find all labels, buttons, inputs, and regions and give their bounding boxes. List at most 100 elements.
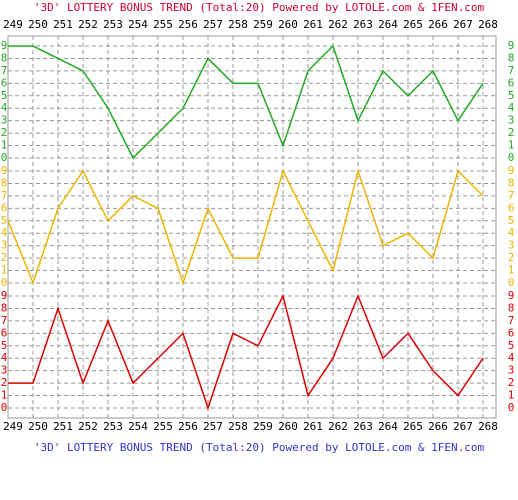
x-tick-label: 250 [28,420,48,433]
y-tick-label: 4 [508,351,515,364]
y-tick-label: 8 [1,301,8,314]
x-tick-label: 258 [228,420,248,433]
y-tick-label: 4 [508,226,515,239]
x-tick-label: 262 [328,18,348,31]
y-tick-label: 3 [1,114,8,127]
x-tick-label: 252 [78,420,98,433]
x-tick-label: 259 [253,420,273,433]
x-tick-label: 267 [453,18,473,31]
x-tick-label: 261 [303,18,323,31]
y-tick-label: 0 [508,276,515,289]
y-tick-label: 7 [1,189,8,202]
y-tick-label: 6 [508,326,515,339]
x-tick-label: 257 [203,420,223,433]
y-tick-label: 4 [508,101,515,114]
x-tick-label: 262 [328,420,348,433]
x-tick-label: 259 [253,18,273,31]
x-tick-label: 266 [428,18,448,31]
y-tick-label: 9 [508,164,515,177]
series-line [8,44,484,160]
y-tick-label: 0 [1,151,8,164]
x-tick-label: 258 [228,18,248,31]
y-tick-label: 9 [1,39,8,52]
x-tick-label: 255 [153,18,173,31]
y-tick-label: 2 [508,126,515,139]
y-tick-label: 8 [1,51,8,64]
y-tick-label: 5 [508,339,515,352]
x-tick-label: 268 [478,420,498,433]
chart-footer: '3D' LOTTERY BONUS TREND (Total:20) Powe… [34,441,485,454]
y-tick-label: 9 [508,39,515,52]
y-tick-label: 8 [1,176,8,189]
y-tick-label: 6 [508,76,515,89]
y-tick-label: 8 [508,176,515,189]
y-tick-label: 3 [1,364,8,377]
y-tick-label: 7 [1,314,8,327]
x-tick-label: 261 [303,420,323,433]
y-tick-label: 1 [508,139,515,152]
y-tick-label: 9 [1,289,8,302]
x-tick-label: 263 [353,420,373,433]
y-tick-label: 5 [508,89,515,102]
y-tick-label: 5 [1,89,8,102]
x-tick-label: 249 [3,18,23,31]
y-tick-label: 1 [1,264,8,277]
x-tick-label: 254 [128,420,148,433]
y-tick-label: 0 [1,401,8,414]
plot-frame [7,35,497,419]
x-tick-label: 260 [278,420,298,433]
x-tick-label: 251 [53,420,73,433]
y-tick-label: 1 [508,389,515,402]
y-tick-label: 3 [508,239,515,252]
y-tick-label: 6 [1,326,8,339]
y-tick-label: 9 [508,289,515,302]
x-tick-label: 253 [103,18,123,31]
y-tick-label: 1 [1,139,8,152]
x-tick-label: 263 [353,18,373,31]
x-tick-label: 264 [378,420,398,433]
x-tick-label: 254 [128,18,148,31]
y-tick-label: 3 [1,239,8,252]
y-tick-label: 7 [508,314,515,327]
y-tick-label: 0 [1,276,8,289]
y-tick-label: 1 [1,389,8,402]
y-tick-label: 4 [1,101,8,114]
x-tick-label: 252 [78,18,98,31]
x-tick-label: 249 [3,420,23,433]
x-tick-label: 264 [378,18,398,31]
x-tick-label: 265 [403,420,423,433]
series-line [8,293,484,411]
x-tick-label: 255 [153,420,173,433]
y-tick-label: 0 [508,151,515,164]
x-tick-label: 256 [178,18,198,31]
y-tick-label: 8 [508,51,515,64]
y-tick-label: 2 [508,251,515,264]
x-tick-label: 266 [428,420,448,433]
y-tick-label: 3 [508,364,515,377]
y-tick-label: 3 [508,114,515,127]
y-tick-label: 9 [1,164,8,177]
y-tick-label: 6 [508,201,515,214]
x-tick-label: 260 [278,18,298,31]
y-tick-label: 7 [508,189,515,202]
x-tick-label: 257 [203,18,223,31]
x-tick-label: 253 [103,420,123,433]
y-tick-label: 2 [1,251,8,264]
x-tick-label: 251 [53,18,73,31]
y-tick-label: 4 [1,351,8,364]
y-tick-label: 7 [508,64,515,77]
series-line [7,168,484,286]
y-tick-label: 2 [1,126,8,139]
x-tick-label: 256 [178,420,198,433]
x-tick-label: 267 [453,420,473,433]
y-tick-label: 5 [1,339,8,352]
y-tick-label: 1 [508,264,515,277]
chart-title: '3D' LOTTERY BONUS TREND (Total:20) Powe… [34,1,485,14]
y-tick-label: 2 [1,376,8,389]
y-tick-label: 6 [1,76,8,89]
y-tick-label: 4 [1,226,8,239]
x-tick-label: 265 [403,18,423,31]
x-tick-label: 250 [28,18,48,31]
x-tick-label: 268 [478,18,498,31]
